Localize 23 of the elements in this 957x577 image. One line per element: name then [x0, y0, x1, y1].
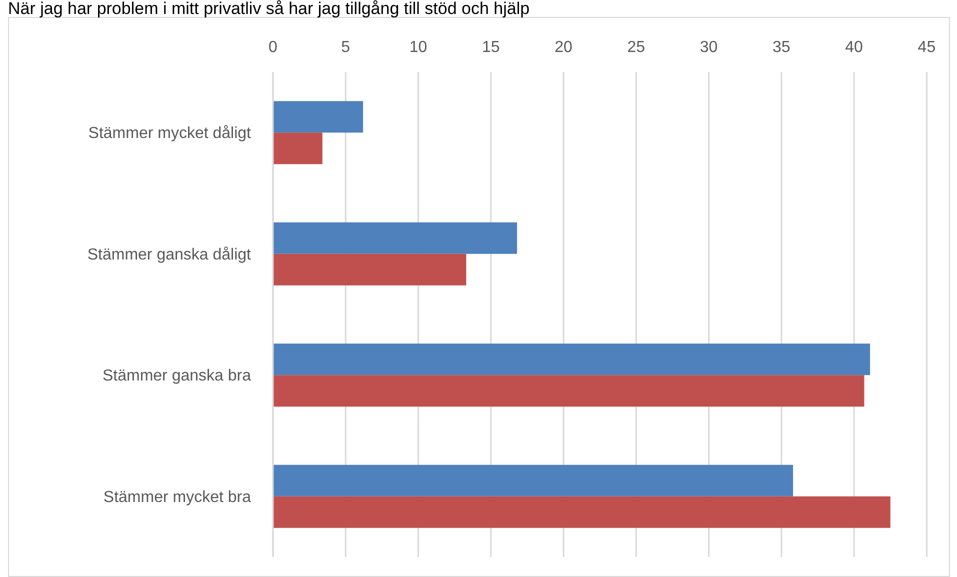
y-tick-label: Stämmer mycket bra — [103, 488, 252, 506]
chart-title: När jag har problem i mitt privatliv så har jag tillgång till stöd och hjälp — [8, 0, 530, 18]
x-tick-label: 5 — [341, 39, 350, 56]
bar — [273, 375, 864, 407]
bar — [273, 464, 794, 496]
y-tick-label: Stämmer mycket dåligt — [88, 125, 252, 142]
x-tick-label: 30 — [700, 39, 718, 56]
bar — [273, 496, 890, 528]
y-tick-label: Stämmer ganska dåligt — [87, 246, 252, 264]
x-tick-label: 15 — [482, 39, 500, 56]
x-tick-label: 10 — [409, 39, 428, 56]
bar — [273, 254, 466, 286]
x-tick-label: 35 — [772, 39, 790, 56]
x-tick-label: 25 — [627, 39, 646, 56]
x-tick-label: 45 — [918, 39, 936, 56]
bar — [273, 101, 364, 133]
x-tick-label: 0 — [268, 39, 278, 56]
x-tick-label: 40 — [845, 39, 864, 56]
bar — [273, 222, 518, 254]
bar — [273, 132, 322, 164]
y-tick-label: Stämmer ganska bra — [102, 368, 252, 385]
bar — [273, 344, 870, 376]
x-tick-label: 20 — [554, 39, 573, 56]
